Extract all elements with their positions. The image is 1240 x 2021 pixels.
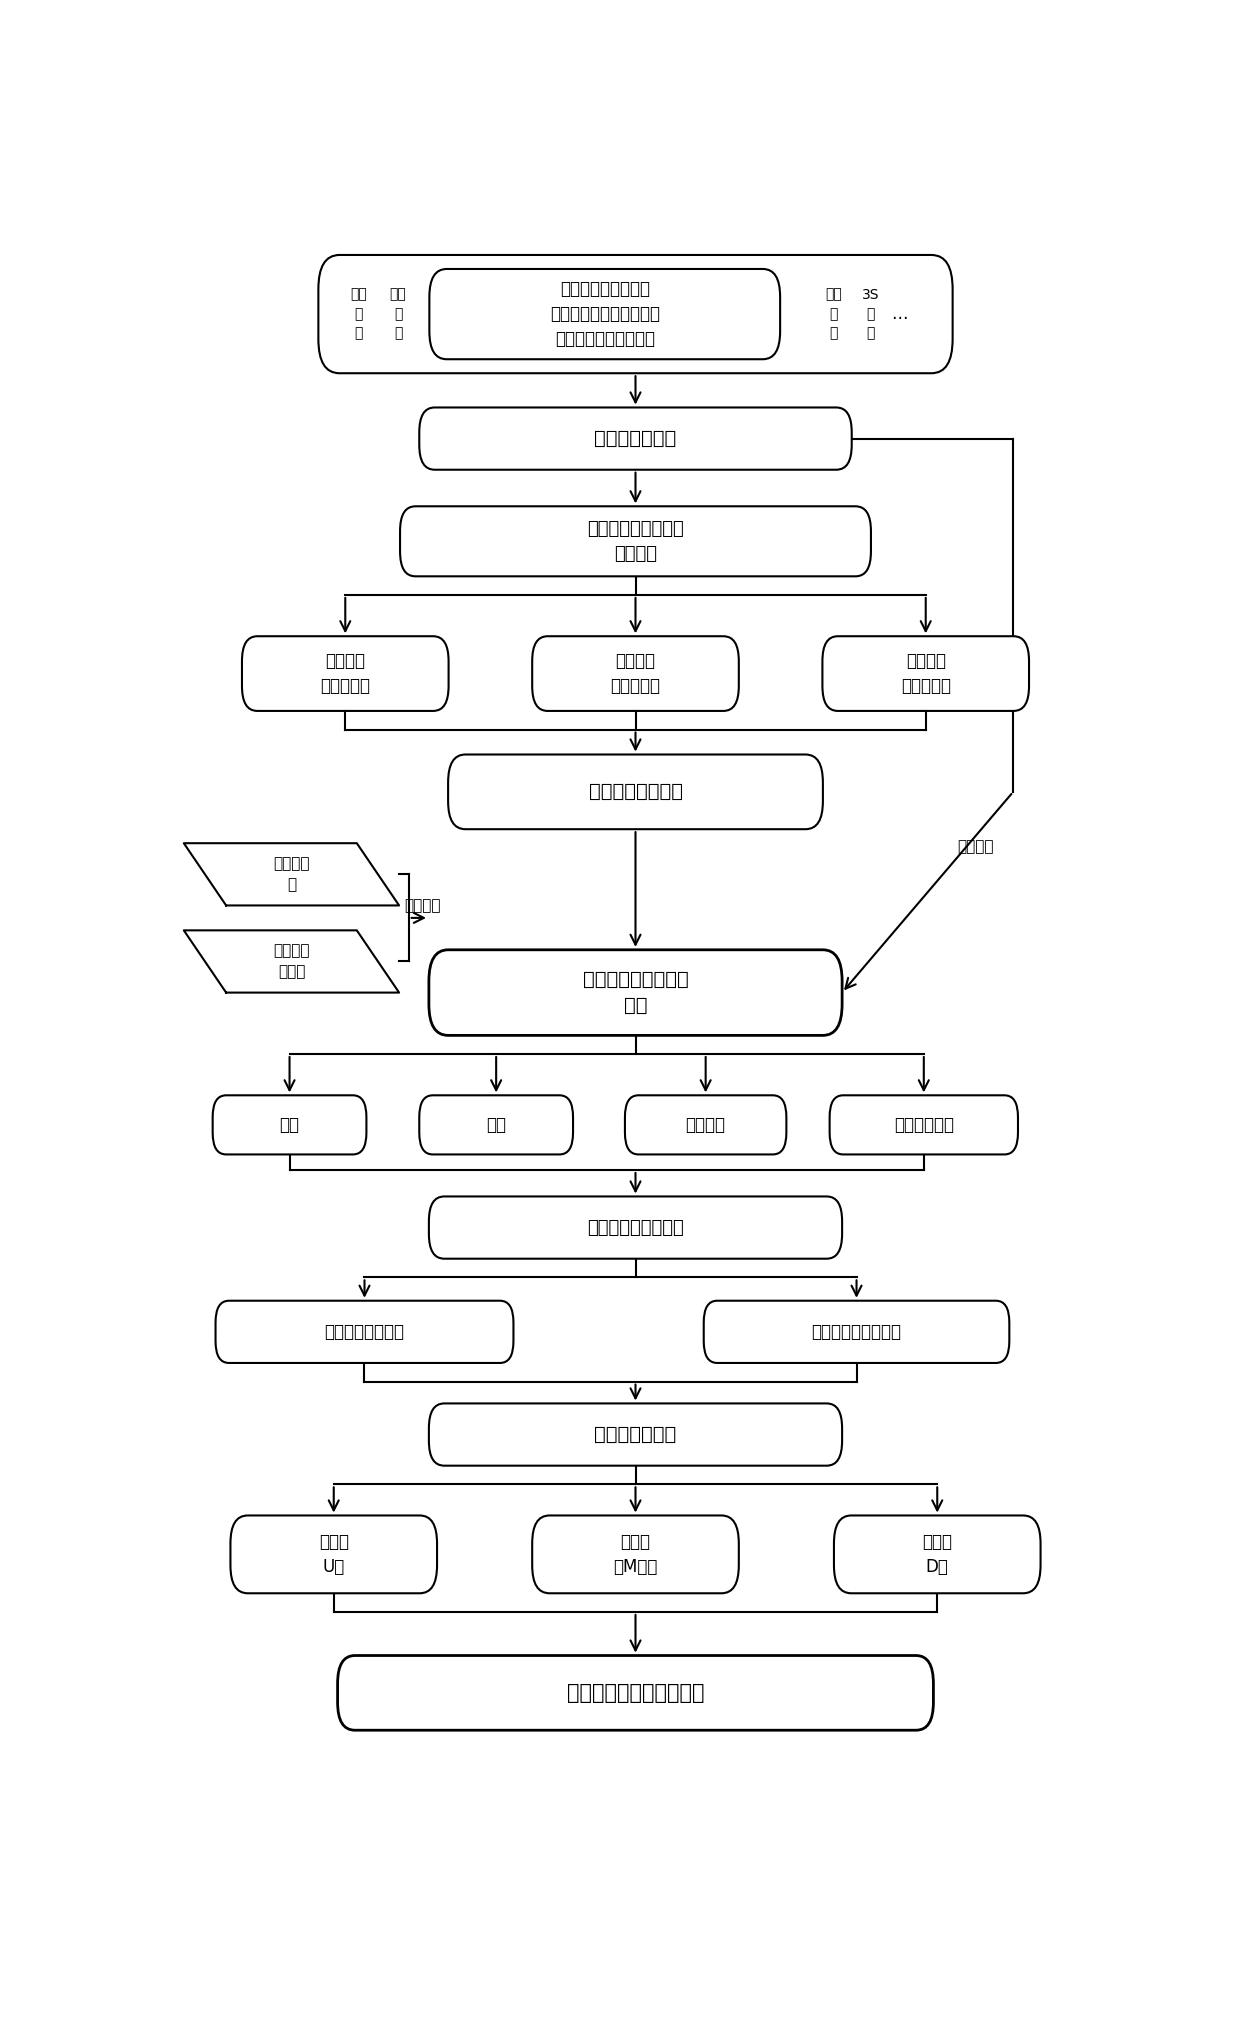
Text: 流速: 流速	[279, 1116, 300, 1134]
Polygon shape	[184, 930, 399, 992]
FancyBboxPatch shape	[319, 255, 952, 374]
Text: 边界条件: 边界条件	[957, 839, 994, 853]
Text: 初始条件: 初始条件	[404, 897, 440, 913]
Text: 动力学模型的耦合: 动力学模型的耦合	[589, 782, 682, 802]
Text: 发生过程
动力学模型: 发生过程 动力学模型	[610, 653, 661, 695]
Text: 泥石流能量计算方法: 泥石流能量计算方法	[587, 1219, 684, 1237]
FancyBboxPatch shape	[429, 950, 842, 1035]
FancyBboxPatch shape	[625, 1095, 786, 1154]
Text: 岩土
力
学: 岩土 力 学	[825, 287, 842, 342]
FancyBboxPatch shape	[419, 408, 852, 469]
Text: …: …	[892, 305, 908, 323]
Text: 泥石流孕灾环境（断
裂、地质、地形、固体物
源特征、水动力特征）: 泥石流孕灾环境（断 裂、地质、地形、固体物 源特征、水动力特征）	[549, 281, 660, 348]
FancyBboxPatch shape	[401, 507, 870, 576]
FancyBboxPatch shape	[532, 1516, 739, 1593]
Text: 泥石流能谱特征分析: 泥石流能谱特征分析	[811, 1324, 901, 1340]
Polygon shape	[184, 843, 399, 905]
Text: 泥石流规
模: 泥石流规 模	[273, 857, 310, 893]
Text: 泛滥范围: 泛滥范围	[686, 1116, 725, 1134]
Text: 突变区
（M区）: 突变区 （M区）	[614, 1532, 657, 1576]
Text: 泥石流综合减灾技术体系: 泥石流综合减灾技术体系	[567, 1683, 704, 1704]
FancyBboxPatch shape	[704, 1302, 1009, 1362]
Text: 泥石流运动过程数值
模拟: 泥石流运动过程数值 模拟	[583, 970, 688, 1015]
FancyBboxPatch shape	[448, 754, 823, 829]
FancyBboxPatch shape	[419, 1095, 573, 1154]
Text: 泥深: 泥深	[486, 1116, 506, 1134]
Text: 泥石流能谱分区: 泥石流能谱分区	[594, 1425, 677, 1445]
FancyBboxPatch shape	[429, 269, 780, 360]
Text: 运动过程
动力学模型: 运动过程 动力学模型	[900, 653, 951, 695]
Text: 泥石流临界能量和能
量聚集量: 泥石流临界能量和能 量聚集量	[587, 519, 684, 562]
FancyBboxPatch shape	[429, 1196, 842, 1259]
Text: 3S
技
术: 3S 技 术	[862, 287, 879, 342]
Text: 工程
地
质: 工程 地 质	[351, 287, 367, 342]
Text: 属性、规模等: 属性、规模等	[894, 1116, 954, 1134]
FancyBboxPatch shape	[830, 1095, 1018, 1154]
FancyBboxPatch shape	[429, 1403, 842, 1465]
FancyBboxPatch shape	[213, 1095, 367, 1154]
Text: 衰减区
D区: 衰减区 D区	[923, 1532, 952, 1576]
Text: 泥石流流域模型: 泥石流流域模型	[594, 428, 677, 449]
Text: 孕育过程
动力学模型: 孕育过程 动力学模型	[320, 653, 371, 695]
FancyBboxPatch shape	[216, 1302, 513, 1362]
FancyBboxPatch shape	[835, 1516, 1040, 1593]
Text: 水文
地
质: 水文 地 质	[389, 287, 407, 342]
FancyBboxPatch shape	[337, 1655, 934, 1730]
FancyBboxPatch shape	[532, 637, 739, 711]
Text: 泥石流能谱图绘制: 泥石流能谱图绘制	[325, 1324, 404, 1340]
Text: 聚淤区
U区: 聚淤区 U区	[319, 1532, 348, 1576]
FancyBboxPatch shape	[822, 637, 1029, 711]
Text: 泥石流属
性参数: 泥石流属 性参数	[273, 944, 310, 980]
FancyBboxPatch shape	[242, 637, 449, 711]
FancyBboxPatch shape	[231, 1516, 436, 1593]
